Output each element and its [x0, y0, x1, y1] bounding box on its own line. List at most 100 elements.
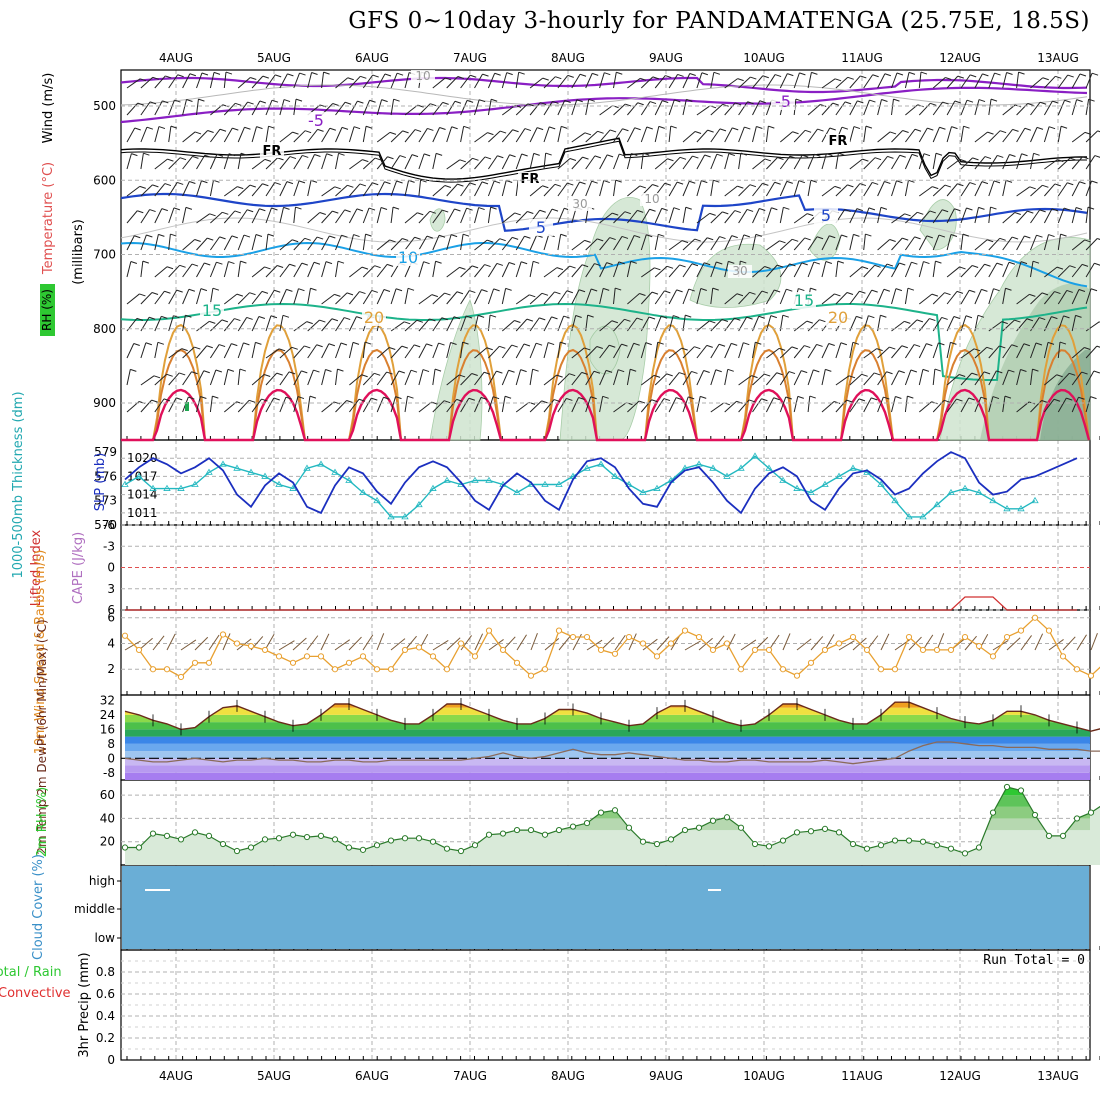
isotherm-line [120, 302, 1088, 381]
wind-barb [807, 104, 821, 116]
wind-barb [946, 208, 955, 224]
wind-barb-feather [1093, 370, 1100, 374]
wind-barb [807, 154, 815, 170]
wind-barb-feather [990, 98, 998, 102]
wind-barb-feather [1078, 289, 1086, 292]
wind-barb [1071, 397, 1079, 413]
wind-barb-feather [935, 260, 942, 264]
wind-barb-feather [676, 289, 683, 293]
wind-barb-feather [372, 182, 379, 186]
wind-barb [779, 288, 787, 305]
thickness-line-marker [835, 472, 843, 479]
wind-barb-feather [173, 315, 180, 319]
wind-barb-feather [295, 206, 302, 210]
wind-barb [293, 180, 300, 197]
wind-barb [460, 342, 464, 359]
wind-barb [390, 370, 400, 386]
wind-barb-feather [325, 369, 332, 372]
wind-barb [877, 346, 890, 359]
rh-line-marker [765, 843, 773, 850]
wind-barb-feather [594, 155, 602, 159]
wind-barb [1002, 72, 1008, 89]
wind-barb-feather [797, 395, 804, 399]
wind-barb [460, 74, 471, 89]
wind-barb [557, 373, 570, 386]
wind-barb-feather [899, 154, 906, 158]
wind-barb-feather [764, 158, 772, 162]
wind-barb [988, 180, 995, 197]
wind-barb-feather [582, 156, 589, 160]
wind-barb [1057, 234, 1062, 251]
wind-barb [390, 130, 403, 143]
wind-barb [696, 129, 708, 143]
surface-wind-barb [544, 638, 560, 651]
wind-barb [1057, 100, 1066, 116]
wind-barb-feather [527, 103, 534, 107]
wind-barb-feather [983, 371, 991, 375]
wind-barb-feather [841, 126, 849, 130]
wind-barb-feather [555, 76, 562, 80]
wind-barb [168, 264, 180, 278]
wind-barb [779, 155, 791, 170]
wind-barb-feather [966, 99, 974, 103]
wind-barb-feather [1081, 371, 1088, 375]
wind-barb [362, 372, 375, 386]
wind-barb [599, 288, 604, 305]
wind-barb [599, 396, 604, 413]
wind-barb [1002, 104, 1016, 116]
wind-barb [126, 102, 139, 116]
wind-barb-feather [553, 399, 561, 403]
wind-barb-feather [1027, 210, 1034, 214]
wind-barb-feather [968, 397, 975, 401]
wind-barb-feather [404, 321, 411, 325]
wind-barb [1016, 261, 1022, 278]
wind-barb-feather [163, 398, 171, 402]
wind-barb [793, 129, 806, 143]
wind-barb-feather [747, 101, 754, 105]
wind-barb [640, 374, 655, 386]
wind-barb-feather [1026, 318, 1034, 322]
wind-barb-feather [907, 287, 915, 291]
wind-barb [682, 99, 687, 116]
wind-barb [543, 316, 552, 332]
wind-barb-feather [426, 235, 434, 239]
wind-barb [1043, 100, 1053, 116]
wind-barb [335, 369, 338, 386]
wind-barb-feather [384, 181, 391, 185]
wind-barb-feather [779, 240, 786, 244]
rh-line-marker [891, 837, 899, 844]
wind-barb-feather [243, 234, 251, 238]
wind-barb-feather [679, 372, 686, 376]
wind-barb [626, 235, 635, 251]
wind-barb [752, 158, 766, 170]
wind-barb-feather [814, 153, 821, 157]
wind-barb-feather [645, 342, 652, 346]
bottom-date-label: 13AUG [1037, 1069, 1079, 1083]
wind-barb [877, 263, 888, 278]
wind-barb [1002, 129, 1013, 143]
wind-barb [904, 180, 909, 197]
wind-barb [265, 126, 269, 143]
wind-barb-feather [285, 396, 293, 400]
wind-speed-line-marker [401, 646, 409, 654]
wind-barb [1030, 127, 1038, 143]
surface-wind-barb [124, 640, 141, 651]
wind-barb-feather [494, 72, 501, 76]
wind-barb-feather [561, 125, 568, 129]
wind-barb [209, 236, 220, 251]
surface-wind-barb [446, 637, 461, 651]
wind-barb [960, 397, 970, 413]
wind-barb-feather [569, 265, 576, 269]
wind-barb-feather [740, 260, 747, 264]
wind-barb-feather [450, 342, 457, 345]
wind-barb [446, 183, 458, 197]
wind-barb [918, 72, 922, 89]
slp-axis-label: SLP (mb) [93, 453, 108, 512]
wind-barb-feather [186, 99, 193, 102]
wind-barb-feather [222, 211, 229, 215]
wind-barb-feather [209, 213, 216, 217]
wind-barb-feather [304, 130, 312, 134]
wind-barb-feather [630, 368, 637, 372]
wind-barb [752, 342, 756, 359]
precip-tick-label: 0.8 [96, 965, 115, 979]
